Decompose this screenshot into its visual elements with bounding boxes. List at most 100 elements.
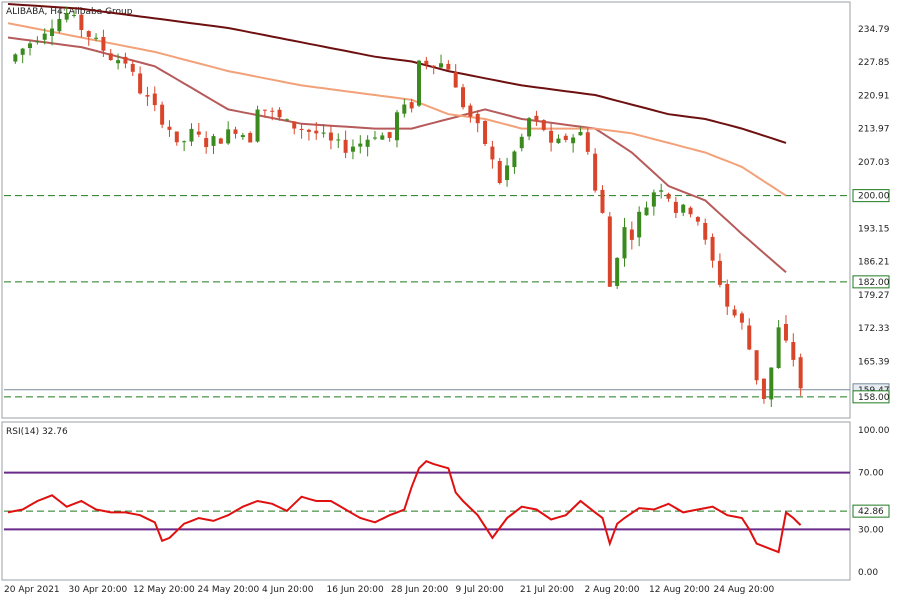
candle-bull bbox=[72, 14, 77, 16]
candle-bear bbox=[292, 121, 297, 129]
price-tick-label: 165.39 bbox=[858, 357, 890, 367]
candle-bear bbox=[629, 229, 634, 240]
candle-bull bbox=[226, 129, 231, 144]
candle-bull bbox=[211, 136, 216, 146]
candle-bull bbox=[651, 192, 656, 207]
candle-bull bbox=[13, 54, 18, 62]
candle-bear bbox=[174, 131, 179, 143]
candle-bear bbox=[270, 110, 275, 112]
candle-bear bbox=[673, 201, 678, 213]
candle-bull bbox=[769, 367, 774, 400]
candle-bear bbox=[204, 138, 209, 148]
time-tick-label: 4 Jun 20:00 bbox=[262, 585, 314, 595]
candle-bear bbox=[549, 130, 554, 143]
price-pane bbox=[1, 1, 851, 419]
candle-bear bbox=[130, 64, 135, 72]
time-tick-label: 20 Apr 2021 bbox=[4, 585, 60, 595]
rsi-tag-box bbox=[852, 504, 890, 518]
candle-bear bbox=[431, 65, 436, 68]
candle-bear bbox=[108, 53, 113, 61]
price-tick-label: 193.15 bbox=[858, 224, 890, 234]
candle-bear bbox=[754, 350, 759, 381]
candle-bull bbox=[321, 132, 326, 134]
candle-bull bbox=[512, 151, 517, 168]
candle-bear bbox=[343, 139, 348, 153]
candle-bear bbox=[424, 60, 429, 65]
price-frame bbox=[1, 1, 851, 419]
level-tag-box bbox=[852, 390, 890, 404]
candle-bear bbox=[490, 146, 495, 160]
candle-bull bbox=[394, 112, 399, 141]
candle-bear bbox=[196, 131, 201, 135]
candle-bear bbox=[483, 121, 488, 144]
candle-bear bbox=[600, 189, 605, 213]
candle-bear bbox=[387, 132, 392, 138]
candle-bull bbox=[64, 12, 69, 20]
candle-bear bbox=[409, 102, 414, 109]
time-tick-label: 21 Jul 20:00 bbox=[520, 585, 574, 595]
candle-bear bbox=[703, 222, 708, 240]
candle-bear bbox=[791, 341, 796, 360]
candle-bull bbox=[255, 109, 260, 142]
price-tick-label: 172.33 bbox=[858, 324, 890, 334]
candle-bull bbox=[20, 48, 25, 55]
time-tick-label: 12 Aug 20:00 bbox=[649, 585, 710, 595]
candle-bull bbox=[240, 135, 245, 138]
candle-bull bbox=[659, 190, 664, 192]
time-tick-label: 16 Jun 20:00 bbox=[327, 585, 384, 595]
candle-bear bbox=[79, 14, 84, 30]
candle-bear bbox=[123, 56, 128, 64]
time-tick-label: 9 Jul 20:00 bbox=[456, 585, 505, 595]
candle-bear bbox=[725, 284, 730, 307]
candle-bear bbox=[732, 309, 737, 316]
chart-title: ALIBABA, H4: Alibaba Group bbox=[6, 7, 133, 17]
candle-bear bbox=[233, 129, 238, 134]
rsi-title: RSI(14) 32.76 bbox=[6, 427, 68, 437]
candle-bull bbox=[417, 60, 421, 106]
rsi-tick-label: 42.86 bbox=[858, 507, 884, 517]
candle-bear bbox=[497, 161, 502, 184]
candle-bear bbox=[306, 129, 311, 132]
candle-bull bbox=[571, 137, 576, 144]
candle-bull bbox=[365, 139, 370, 147]
rsi-tick-label: 70.00 bbox=[858, 469, 884, 479]
price-tick-label: 234.79 bbox=[858, 25, 890, 35]
rsi-pane bbox=[1, 421, 851, 581]
candle-bear bbox=[453, 72, 458, 88]
candle-bear bbox=[86, 31, 91, 37]
candle-bear bbox=[541, 120, 546, 130]
candle-bear bbox=[314, 130, 319, 134]
price-tick-label: 182.00 bbox=[858, 278, 890, 288]
candle-bear bbox=[695, 217, 700, 222]
moving-average-ma_mid bbox=[7, 22, 787, 197]
time-tick-label: 12 May 20:00 bbox=[133, 585, 195, 595]
candle-bear bbox=[761, 378, 766, 399]
rsi-line bbox=[7, 460, 802, 554]
candle-bear bbox=[783, 324, 788, 341]
level-tag-box bbox=[852, 275, 890, 289]
candle-bear bbox=[152, 93, 157, 106]
candle-bear bbox=[739, 313, 744, 323]
candle-bull bbox=[35, 41, 40, 43]
candle-bull bbox=[776, 327, 781, 369]
rsi-tick-label: 30.00 bbox=[858, 525, 884, 535]
time-tick-label: 24 Aug 20:00 bbox=[714, 585, 775, 595]
time-tick-label: 24 May 20:00 bbox=[198, 585, 260, 595]
candle-bear bbox=[299, 128, 304, 131]
rsi-tick-label: 100.00 bbox=[858, 426, 890, 436]
candle-bear bbox=[167, 126, 172, 130]
candle-bull bbox=[527, 118, 532, 137]
candle-bull bbox=[637, 211, 642, 238]
price-tick-label: 207.03 bbox=[858, 158, 890, 168]
candle-bear bbox=[328, 132, 333, 141]
candle-bear bbox=[593, 153, 598, 191]
candle-bear bbox=[446, 63, 451, 70]
candle-bull bbox=[182, 141, 187, 143]
candle-bear bbox=[145, 95, 150, 97]
candle-bear bbox=[138, 73, 143, 94]
candle-bear bbox=[717, 260, 722, 285]
candle-bear bbox=[798, 357, 803, 389]
candle-bear bbox=[248, 132, 253, 143]
